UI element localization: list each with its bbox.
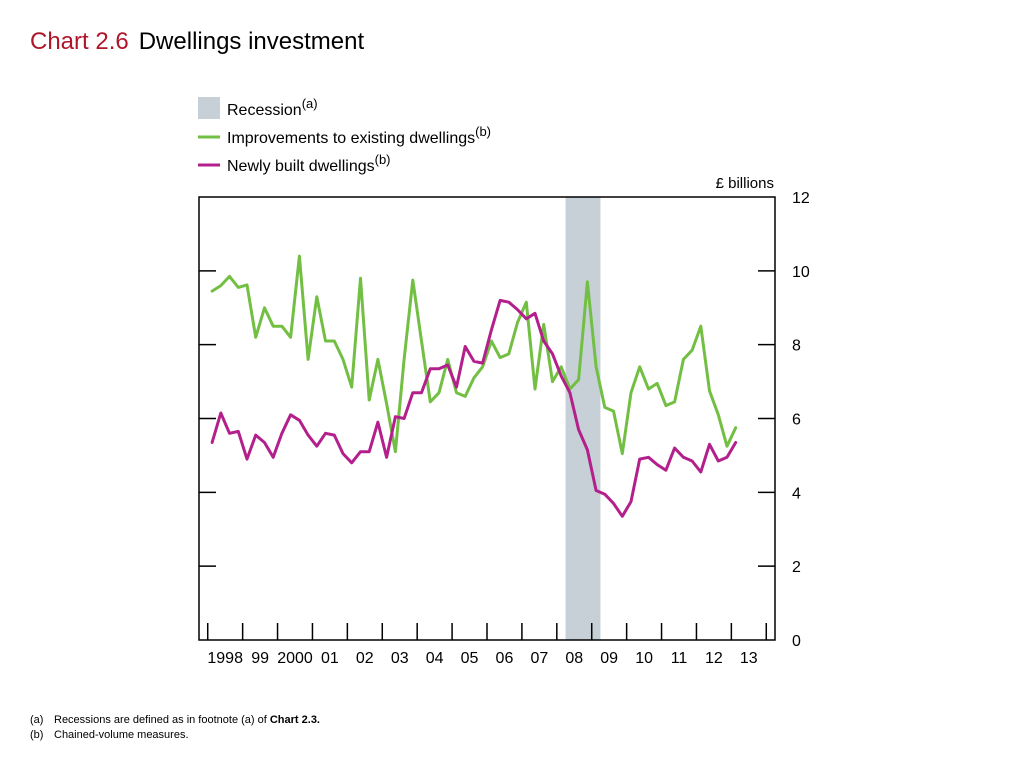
- newly-built-line: [210, 298, 738, 518]
- footnote-b: (b) Chained-volume measures.: [30, 728, 320, 743]
- x-tick-label-01: 01: [321, 650, 339, 667]
- y-ticks: 0 2 4 6 8 10 12: [199, 190, 810, 650]
- y-tick-label-6: 6: [792, 412, 801, 429]
- x-tick-label-09: 09: [600, 650, 618, 667]
- chart-title: Chart 2.6 Dwellings investment: [30, 28, 364, 56]
- footnote-b-text: Chained-volume measures.: [54, 729, 189, 741]
- y-tick-label-2: 2: [792, 559, 801, 576]
- legend-newly-built-label: Newly built dwellings(b): [227, 152, 391, 175]
- x-tick-label-05: 05: [461, 650, 479, 667]
- footnote-a-key: (a): [30, 714, 44, 726]
- footnote-a-ref: Chart 2.3.: [269, 714, 320, 726]
- x-tick-label-12: 12: [705, 650, 723, 667]
- x-tick-label-04: 04: [426, 650, 444, 667]
- improvements-line: [210, 254, 738, 456]
- chart-svg: Recession(a) Improvements to existing dw…: [198, 96, 810, 667]
- x-tick-label-11: 11: [671, 650, 688, 667]
- x-tick-label-08: 08: [565, 650, 583, 667]
- x-tick-label-10: 10: [635, 650, 653, 667]
- y-tick-label-8: 8: [792, 338, 801, 355]
- x-tick-label-2000: 2000: [277, 650, 313, 667]
- x-tick-label-99: 99: [251, 650, 269, 667]
- footnote-a: (a) Recessions are defined as in footnote…: [30, 713, 320, 728]
- x-tick-label-1998: 1998: [207, 650, 243, 667]
- footnotes: (a) Recessions are defined as in footnote…: [30, 713, 320, 743]
- y-tick-label-12: 12: [792, 190, 810, 207]
- y-tick-label-4: 4: [792, 485, 801, 502]
- footnote-a-text: Recessions are defined as in footnote (a…: [54, 714, 270, 726]
- chart-number: Chart 2.6: [30, 28, 129, 55]
- x-tick-label-07: 07: [530, 650, 548, 667]
- series-layer: [210, 254, 738, 518]
- legend: Recession(a) Improvements to existing dw…: [198, 96, 491, 175]
- legend-improvements-label: Improvements to existing dwellings(b): [227, 124, 491, 147]
- recession-band: [565, 197, 601, 640]
- x-ticks: 1998 99 2000 01 02 03 04 05 06 07 08 09 10 11 12 13: [206, 623, 768, 667]
- x-tick-label-03: 03: [391, 650, 409, 667]
- legend-recession-swatch: [198, 97, 220, 119]
- chart-name: Dwellings investment: [138, 28, 365, 55]
- y-tick-label-0: 0: [792, 633, 801, 650]
- y-tick-label-10: 10: [792, 264, 810, 281]
- recession-layer: [565, 197, 601, 640]
- x-tick-label-06: 06: [496, 650, 514, 667]
- plot-frame: [198, 196, 776, 641]
- footnote-b-key: (b): [30, 729, 44, 741]
- x-tick-label-02: 02: [356, 650, 374, 667]
- legend-recession-label: Recession(a): [227, 96, 318, 119]
- y-axis-label: £ billions: [716, 175, 774, 192]
- x-tick-label-13: 13: [740, 650, 758, 667]
